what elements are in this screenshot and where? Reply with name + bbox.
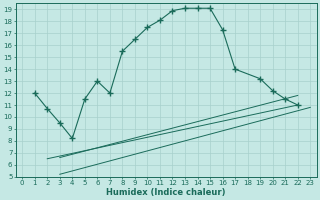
X-axis label: Humidex (Indice chaleur): Humidex (Indice chaleur) — [107, 188, 226, 197]
